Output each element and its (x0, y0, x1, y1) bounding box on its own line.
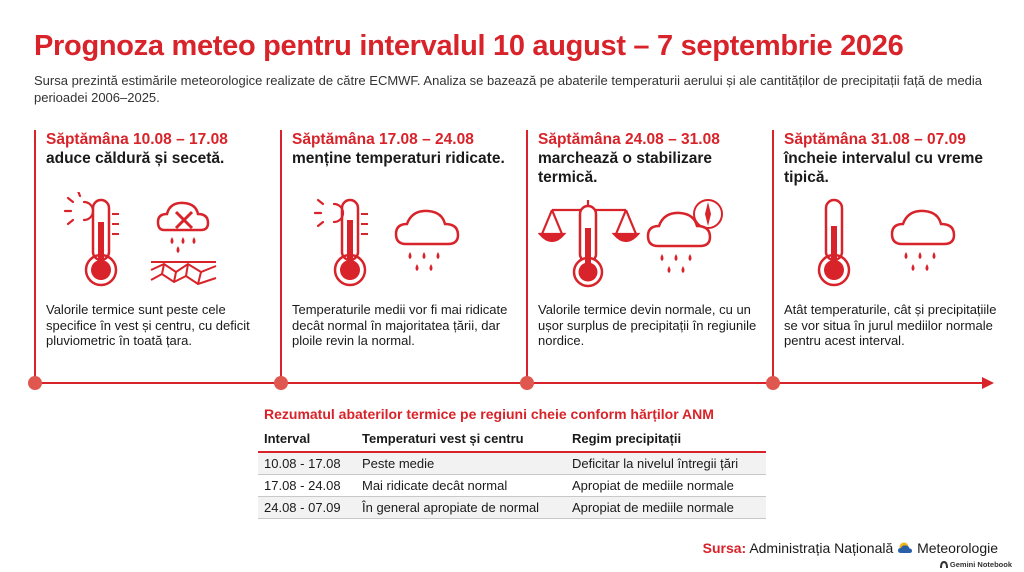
thermometer-icon (84, 198, 119, 287)
table-row: 17.08 - 24.08 Mai ridicate decât normal … (258, 474, 766, 497)
week-description: Valorile termice sunt peste cele specifi… (46, 302, 250, 348)
week-divider-2 (280, 130, 282, 385)
no-rain-cloud-icon (156, 201, 210, 253)
rain-cloud-icon (394, 209, 460, 271)
thermometer-icon (572, 204, 604, 288)
table-header-row: Interval Temperaturi vest și centru Regi… (258, 428, 766, 453)
thermometer-icon (817, 198, 851, 287)
table-cell: În general apropiate de normal (356, 496, 566, 519)
sun-icon (313, 198, 345, 228)
week-divider-3 (526, 130, 528, 385)
table-cell: Apropiat de mediile normale (566, 474, 766, 497)
footer-brand: Gemini Notebook (939, 560, 1012, 569)
table-row: 10.08 - 17.08 Peste medie Deficitar la n… (258, 452, 766, 475)
rain-cloud-icon (890, 209, 956, 271)
table-cell: 10.08 - 17.08 (258, 452, 356, 475)
week-card-2: Săptămâna 17.08 – 24.08 menține temperat… (292, 130, 517, 348)
rain-cloud-icon (646, 211, 712, 273)
week-subheading: aduce căldură și secetă. (46, 150, 225, 167)
sun-icon (63, 192, 95, 226)
cracked-earth-icon (150, 261, 217, 286)
table-row: 24.08 - 07.09 În general apropiate de no… (258, 496, 766, 519)
week-icons (63, 192, 217, 287)
table-cell: Peste medie (356, 452, 566, 475)
notebook-logo-icon (939, 561, 948, 568)
week-divider-1 (34, 130, 36, 385)
week-subheading: menține temperaturi ridicate. (292, 150, 505, 167)
timeline-dot-2 (274, 376, 288, 390)
table-cell: 17.08 - 24.08 (258, 474, 356, 497)
week-subheading: marchează o stabilizare termică. (538, 150, 713, 186)
column-header: Temperaturi vest și centru (356, 428, 566, 453)
timeline-arrow-icon (982, 377, 994, 389)
column-header: Interval (258, 428, 356, 453)
table-cell: Deficitar la nivelul întregii țări (566, 452, 766, 475)
table-cell: Mai ridicate decât normal (356, 474, 566, 497)
source-name-part2: Meteorologie (917, 540, 998, 556)
footer-brand-text: Gemini Notebook (949, 560, 1012, 569)
thermometer-icon (333, 198, 368, 287)
week-heading: Săptămâna 10.08 – 17.08 (46, 131, 228, 148)
week-divider-4 (772, 130, 774, 385)
week-icons (538, 199, 723, 288)
week-card-3: Săptămâna 24.08 – 31.08 marchează o stab… (538, 130, 763, 348)
week-description: Temperaturile medii vor fi mai ridicate … (292, 302, 508, 348)
sun-cloud-logo-icon (898, 542, 913, 553)
timeline-dot-1 (28, 376, 42, 390)
summary-title: Rezumatul abaterilor termice pe regiuni … (264, 406, 714, 422)
timeline-axis (34, 382, 984, 384)
week-heading: Săptămâna 24.08 – 31.08 (538, 131, 720, 148)
week-heading: Săptămâna 31.08 – 07.09 (784, 131, 966, 148)
source-name-part1: Administrația Națională (749, 540, 894, 556)
column-header: Regim precipitații (566, 428, 766, 453)
timeline-dot-3 (520, 376, 534, 390)
source-credit: Sursa: Administrația Națională Meteorolo… (703, 540, 998, 556)
week-heading: Săptămâna 17.08 – 24.08 (292, 131, 474, 148)
source-label: Sursa: (702, 540, 747, 556)
timeline-dot-4 (766, 376, 780, 390)
page-title: Prognoza meteo pentru intervalul 10 augu… (34, 30, 904, 62)
table-cell: 24.08 - 07.09 (258, 496, 356, 519)
week-description: Atât temperaturile, cât și precipitațiil… (784, 302, 997, 348)
table-cell: Apropiat de mediile normale (566, 496, 766, 519)
week-description: Valorile termice devin normale, cu un uș… (538, 302, 757, 348)
week-icons (313, 198, 460, 287)
week-card-4: Săptămâna 31.08 – 07.09 încheie interval… (784, 130, 1009, 348)
compass-icon (693, 199, 723, 229)
week-subheading: încheie intervalul cu vreme tipică. (784, 150, 984, 186)
week-card-1: Săptămâna 10.08 – 17.08 aduce căldură și… (46, 130, 271, 348)
summary-table: Interval Temperaturi vest și centru Regi… (258, 428, 766, 519)
week-icons (817, 198, 956, 287)
page-subtitle: Sursa prezintă estimările meteorologice … (34, 73, 983, 105)
